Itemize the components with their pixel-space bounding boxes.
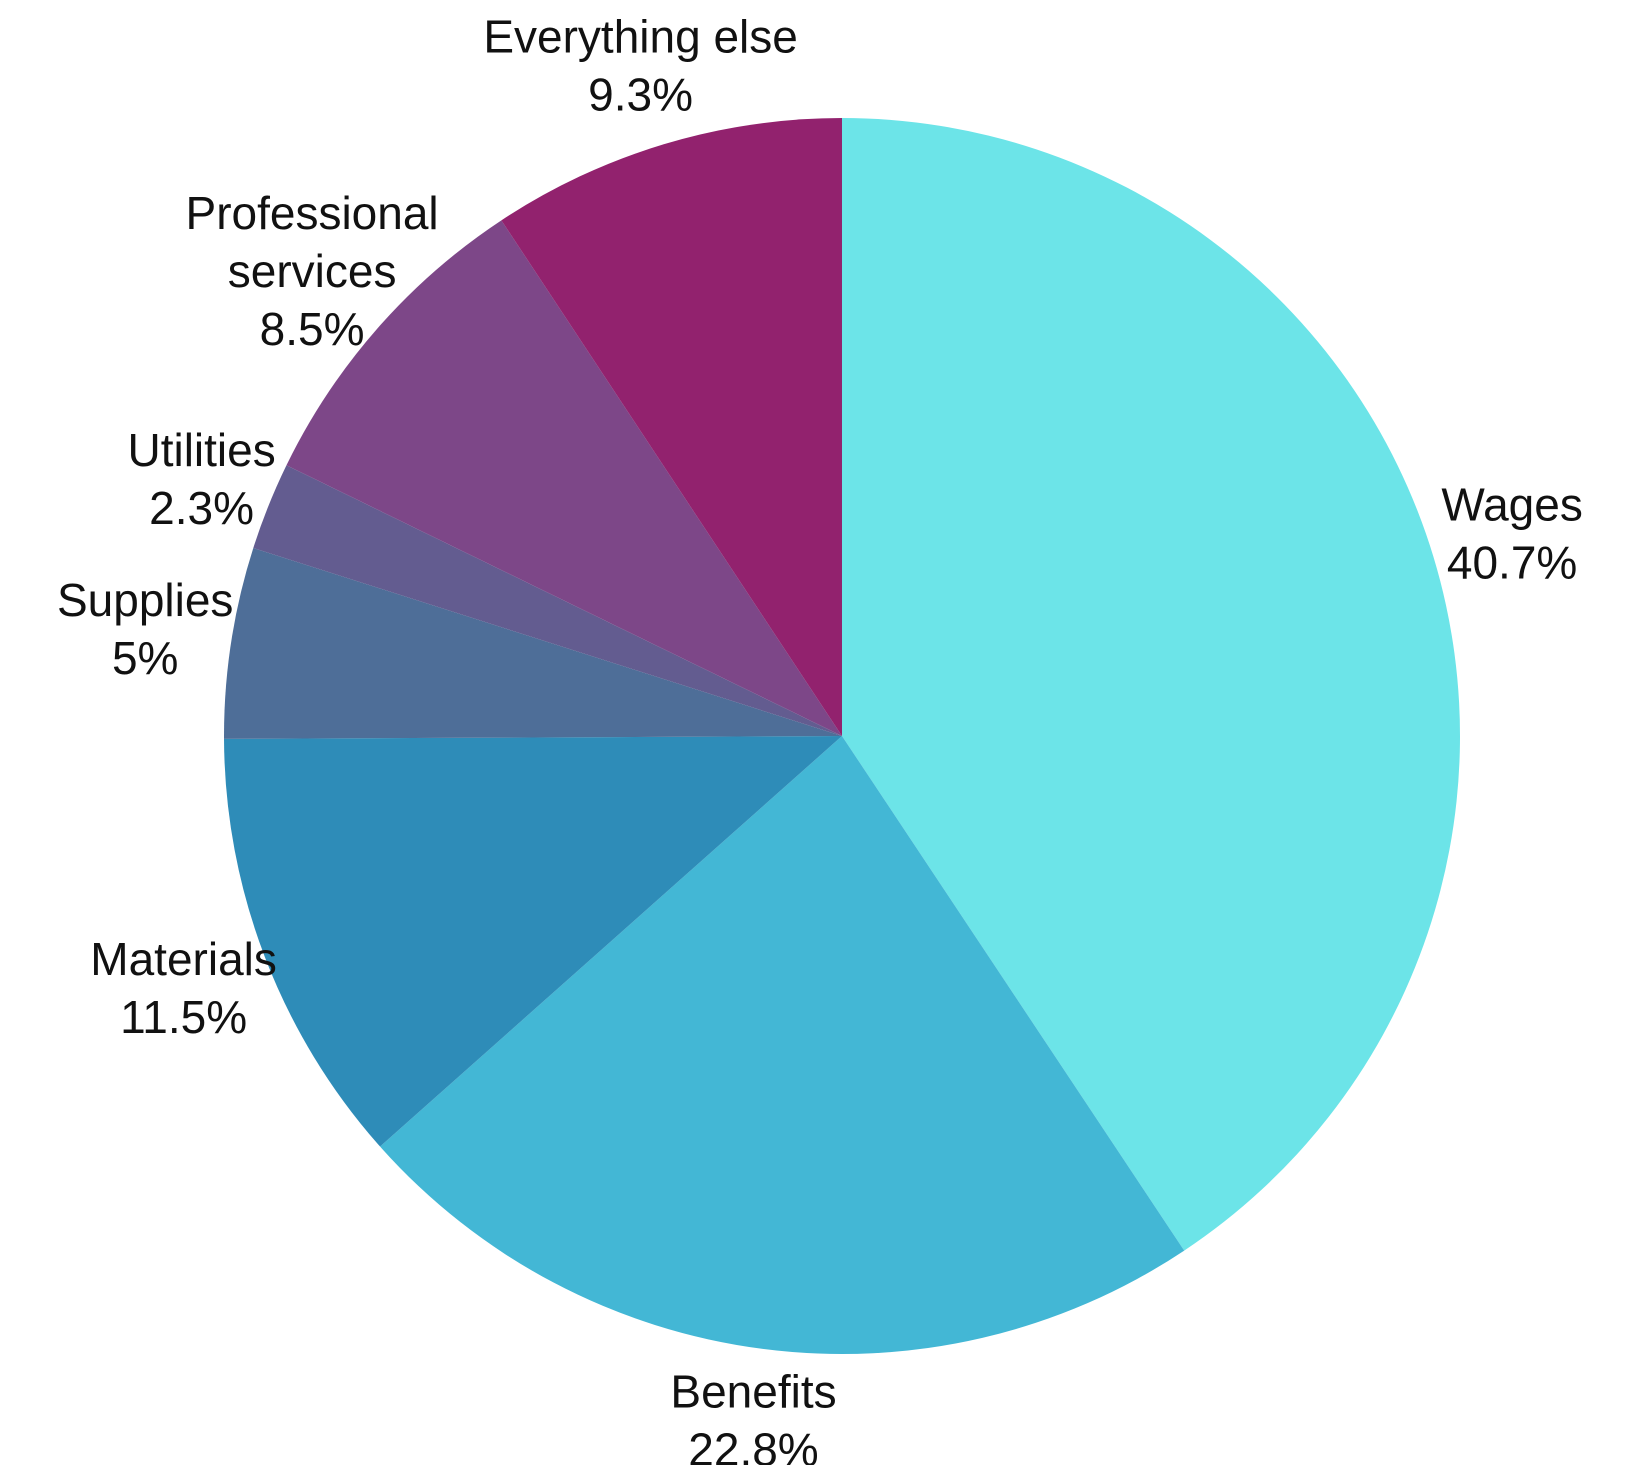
slice-name-label: Professional [186, 187, 439, 239]
slice-name-label: Everything else [483, 11, 798, 63]
slice-label-benefits: Benefits 22.8% [670, 1365, 836, 1465]
slice-value-label: 2.3% [149, 482, 254, 534]
slice-label-materials: Materials 11.5% [90, 933, 277, 1043]
pie-slices [224, 117, 1461, 1355]
slice-value-label: 5% [112, 632, 178, 684]
slice-value-label: 40.7% [1447, 537, 1577, 589]
slice-name-label: Wages [1441, 479, 1582, 531]
slice-value-label: 9.3% [588, 69, 693, 121]
slice-label-wages: Wages 40.7% [1441, 479, 1582, 589]
slice-value-label: 11.5% [120, 991, 247, 1043]
slice-name-label: Supplies [57, 574, 233, 626]
slice-name-label: Benefits [670, 1365, 836, 1417]
slice-value-label: 22.8% [688, 1423, 818, 1465]
pie-slice-professional-services [286, 220, 843, 737]
slice-value-label: 8.5% [260, 303, 365, 355]
slice-name-label: services [228, 245, 397, 297]
pie-slice-benefits [380, 736, 1185, 1355]
pie-slice-everything-else [501, 117, 842, 736]
slice-label-professional-services: Professional services 8.5% [186, 187, 439, 355]
slice-name-label: Utilities [127, 424, 275, 476]
slice-name-label: Materials [90, 933, 277, 985]
slice-label-utilities: Utilities 2.3% [127, 424, 275, 534]
pie-slice-materials [224, 736, 842, 1147]
pie-slice-wages [842, 118, 1461, 1251]
pie-labels: Wages 40.7% Benefits 22.8% Materials 11.5% Sup… [57, 11, 1583, 1465]
pie-slice-supplies [224, 547, 842, 739]
slice-label-everything-else: Everything else 9.3% [483, 11, 798, 121]
slice-label-supplies: Supplies 5% [57, 574, 233, 684]
pie-slice-utilities [253, 465, 843, 736]
